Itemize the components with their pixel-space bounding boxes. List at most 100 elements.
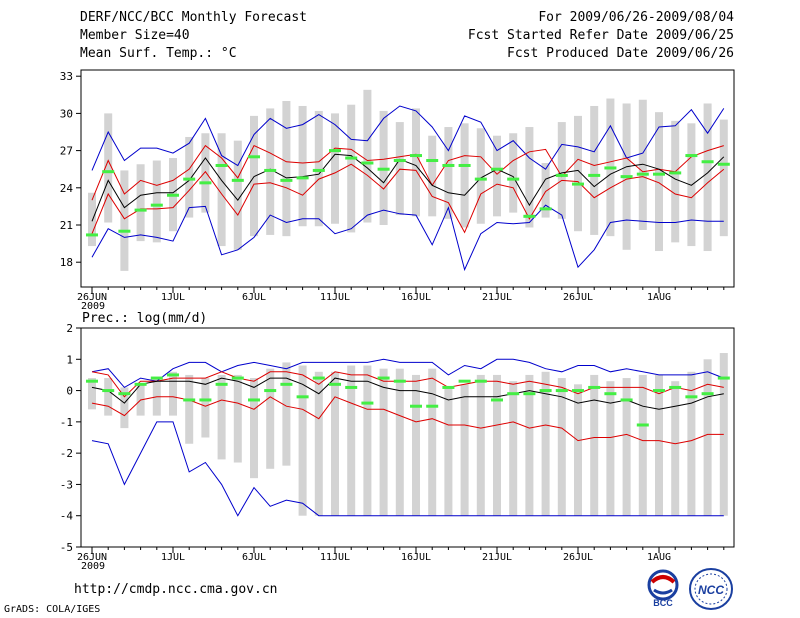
prec-member-mark [134,382,147,386]
temp-member-mark [377,167,390,171]
prec-range-box [88,378,96,410]
temp-range-box [412,108,420,217]
temp-xtick-label: 21JUL [482,292,512,303]
prec-member-mark [620,398,633,402]
prec-range-box [282,362,291,466]
temp-range-box [152,160,161,243]
grads-credit: GrADS: COLA/IGES [4,604,101,615]
prec-member-mark [248,398,260,402]
prec-member-mark [491,398,503,402]
prec-ytick-label: -1 [60,416,73,429]
temp-ytick-label: 33 [60,70,73,83]
bcc-logo: BCC [647,569,679,608]
prec-member-mark [86,379,98,383]
prec-range-box [557,378,566,516]
prec-member-mark [572,389,584,393]
prec-member-mark [474,379,487,383]
prec-member-mark [264,389,277,393]
prec-range-box [493,374,501,516]
prec-range-box [363,365,372,516]
prec-range-box [331,371,339,516]
temp-range-box [201,133,210,213]
temp-range-box [590,105,599,235]
prec-ytick-label: -5 [60,541,73,554]
temp-member-mark [264,168,277,172]
temp-ytick-label: 30 [60,107,73,120]
temp-xtick-label: 26JUN [77,292,107,303]
temp-member-mark [539,207,552,211]
temp-member-mark [717,162,730,166]
prec-member-mark [118,392,131,396]
prec-member-mark [280,382,293,386]
prec-range-box [120,387,129,429]
temp-member-mark [410,154,422,158]
source-url[interactable]: http://cmdp.ncc.cma.gov.cn [74,582,278,597]
temp-range-box [476,128,485,224]
prec-panel-title: Prec.: log(mm/d) [82,311,207,326]
temp-range-box [120,170,129,271]
temp-member-mark [426,159,439,163]
ncc-logo: NCC [689,568,733,610]
fcst-produced-date: Fcst Produced Date 2009/06/26 [507,46,734,61]
temp-member-mark [183,177,196,181]
prec-member-mark [539,389,552,393]
prec-member-mark [701,392,714,396]
prec-range-box [104,378,113,416]
temp-series-max [91,105,725,171]
temp-range-box [395,122,404,216]
prec-member-mark [458,379,471,383]
temp-range-box [282,101,291,237]
prec-series-min [91,421,724,517]
temp-range-box [136,164,145,242]
prec-range-box [379,368,388,516]
prec-range-box [541,371,550,516]
prec-range-box [250,378,258,479]
temp-range-box [250,115,258,237]
prec-member-mark [410,404,422,408]
temp-ytick-label: 24 [60,182,74,195]
temp-member-mark [231,178,244,182]
temp-member-mark [620,175,633,179]
prec-range-box [638,374,647,516]
prec-range-box [574,384,582,516]
temp-member-mark [199,181,212,185]
temp-member-mark [102,170,115,174]
temp-range-box [509,133,518,213]
variable-label: Mean Surf. Temp.: °C [80,46,237,61]
prec-xtick-label: 21JUL [482,552,512,563]
prec-member-mark [426,404,439,408]
prec-member-mark [215,382,228,386]
prec-range-box [525,374,534,516]
bcc-logo-text: BCC [653,598,673,608]
prec-range-box [169,371,177,416]
temp-member-mark [474,177,487,181]
prec-range-box [201,378,210,438]
temp-range-box [671,120,680,243]
temp-ytick-label: 18 [60,256,73,269]
temp-series-q_upper [91,144,724,201]
prec-ytick-label: -3 [60,478,73,491]
prec-member-mark [361,401,374,405]
prec-member-mark [167,373,179,377]
temp-member-mark [507,177,520,181]
prec-member-mark [231,376,244,380]
prec-xtick-label: 6JUL [242,552,266,563]
temp-member-mark [669,171,682,175]
temp-ytick-label: 27 [60,145,73,158]
prec-member-mark [150,376,163,380]
member-size: Member Size=40 [80,28,190,43]
prec-range-box [655,374,663,516]
prec-series-max [91,358,724,389]
temp-xtick-label: 6JUL [242,292,266,303]
prec-member-mark [507,392,520,396]
prec-xtick-label: 26JUN [77,552,107,563]
prec-xtick-label: 1AUG [647,552,671,563]
temp-range-box [703,103,712,252]
prec-series-q_upper [91,371,724,398]
temp-range-box [638,99,647,230]
temp-member-mark [312,168,325,172]
prec-range-box [444,387,453,516]
prec-member-mark [312,376,325,380]
temp-year-label: 2009 [81,301,105,312]
